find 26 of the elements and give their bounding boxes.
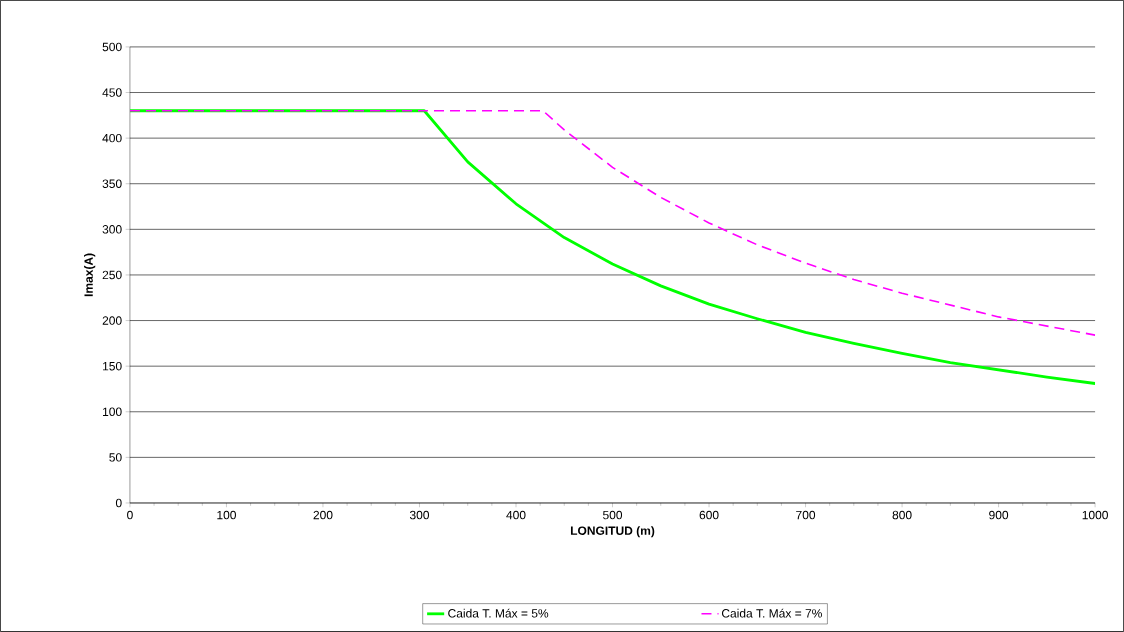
x-tick-label: 200 xyxy=(313,510,333,520)
y-tick-label: 100 xyxy=(103,407,122,417)
x-tick-label: 900 xyxy=(989,510,1009,520)
x-tick-label: 600 xyxy=(699,510,719,520)
legend-label: Caida T. Máx = 5% xyxy=(448,608,549,618)
y-tick-label: 400 xyxy=(102,133,122,143)
x-tick-label: 500 xyxy=(602,510,623,520)
x-tick-label: 800 xyxy=(892,510,912,520)
x-tick-label: 400 xyxy=(506,510,526,520)
x-tick-label: 100 xyxy=(217,510,236,520)
y-tick-label: 0 xyxy=(115,498,122,508)
y-tick-label: 150 xyxy=(103,361,122,371)
x-tick-label: 700 xyxy=(796,510,816,520)
x-axis-title: LONGITUD (m) xyxy=(570,526,655,538)
y-tick-label: 250 xyxy=(102,270,122,280)
y-tick-label: 200 xyxy=(102,316,122,325)
y-tick-label: 500 xyxy=(102,42,122,52)
y-tick-label: 50 xyxy=(109,453,122,462)
y-tick-label: 450 xyxy=(102,88,122,97)
x-tick-label: 1000 xyxy=(1082,510,1108,520)
y-axis-title: Imax(A) xyxy=(84,253,96,297)
y-tick-label: 300 xyxy=(102,225,122,234)
x-tick-label: 300 xyxy=(409,510,430,520)
legend-label: Caida T. Máx = 7% xyxy=(721,608,822,618)
x-tick-label: 0 xyxy=(127,510,133,520)
y-tick-label: 350 xyxy=(102,179,122,189)
